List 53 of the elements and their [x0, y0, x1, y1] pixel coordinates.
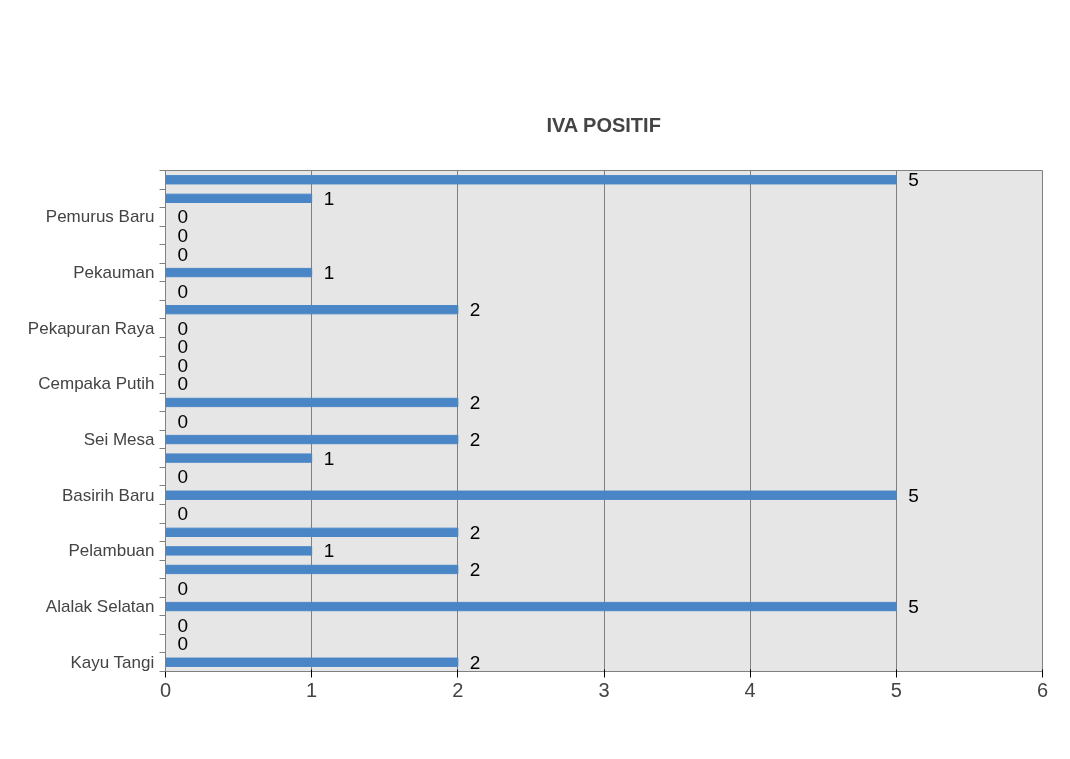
y-tick-label: Sei Mesa: [83, 430, 156, 450]
data-label: 0: [177, 614, 189, 636]
y-tick-label: Cempaka Putih: [38, 374, 155, 394]
bar: [165, 564, 459, 575]
bar: [165, 527, 459, 538]
data-label: 0: [177, 317, 189, 339]
chart-title: IVA POSITIF: [546, 113, 661, 136]
x-tick-label: 0: [159, 678, 172, 701]
x-tick-label: 3: [598, 678, 610, 701]
data-label: 0: [177, 410, 189, 432]
y-tick-label: Pemurus Baru: [45, 207, 155, 227]
data-label: 0: [177, 280, 189, 302]
bar: [165, 490, 897, 500]
bar: [165, 397, 459, 408]
data-label: 0: [177, 577, 189, 599]
data-label: 1: [323, 540, 335, 562]
x-tick-label: 6: [1036, 678, 1049, 701]
data-label: 0: [177, 466, 189, 488]
x-tick-label: 4: [744, 678, 756, 701]
data-label: 0: [177, 243, 189, 265]
data-label: 5: [908, 596, 919, 618]
data-label: 5: [908, 484, 919, 506]
data-label: 0: [177, 503, 189, 525]
y-tick-label: Alalak Selatan: [45, 597, 155, 617]
data-label: 1: [323, 262, 335, 284]
y-tick-label: Pekauman: [73, 263, 155, 283]
y-tick-label: Basirih Baru: [61, 485, 155, 505]
data-label: 2: [469, 651, 481, 673]
bar: [165, 175, 897, 185]
bar: [165, 434, 459, 445]
data-label: 0: [177, 633, 189, 655]
data-label: 2: [469, 521, 481, 543]
bar: [165, 193, 313, 204]
data-label: 1: [323, 447, 335, 469]
bar: [165, 267, 313, 278]
data-label: 1: [323, 187, 335, 209]
x-tick-label: 5: [890, 678, 902, 701]
bar: [165, 304, 459, 315]
bar: [165, 601, 897, 612]
x-tick-label: 2: [452, 678, 464, 701]
y-tick-label: Kayu Tangi: [70, 652, 155, 672]
data-label: 2: [469, 429, 481, 451]
data-label: 2: [469, 391, 481, 413]
bar: [165, 453, 313, 463]
bar: [165, 657, 459, 667]
x-tick-label: 1: [306, 678, 318, 701]
bar: [165, 546, 313, 556]
data-label: 2: [469, 558, 481, 580]
y-tick-label: Pekapuran Raya: [27, 318, 156, 338]
data-label: 0: [177, 373, 189, 395]
data-label: 2: [469, 299, 481, 321]
y-tick-label: Pelambuan: [68, 541, 155, 561]
data-label: 5: [908, 169, 919, 191]
